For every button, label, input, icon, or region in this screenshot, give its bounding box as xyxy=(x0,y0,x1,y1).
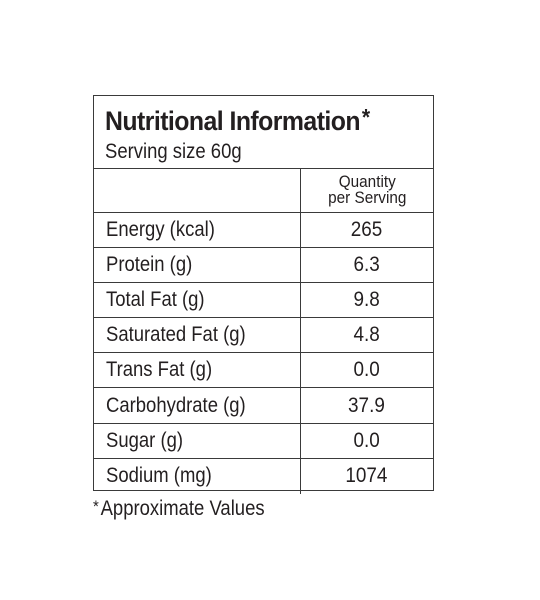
table-row-sodium: Sodium (mg) 1074 xyxy=(94,457,433,494)
nutrition-facts-panel: Nutritional Information* Serving size 60… xyxy=(93,95,434,494)
nutrient-label: Total Fat (g) xyxy=(94,281,301,319)
nutrient-column-header xyxy=(94,169,301,213)
nutrient-value: 0.0 xyxy=(299,422,433,459)
title-text: Nutritional Information xyxy=(105,106,361,136)
table-row-energy: Energy (kcal) 265 xyxy=(94,211,433,248)
title-asterisk: * xyxy=(361,104,370,130)
quantity-header-line2: per Serving xyxy=(327,188,406,208)
panel-header: Nutritional Information* Serving size 60… xyxy=(94,96,433,169)
nutrient-label: Sodium (mg) xyxy=(94,457,301,494)
nutrient-label: Energy (kcal) xyxy=(94,211,301,248)
nutrient-value: 37.9 xyxy=(299,387,433,424)
footnote: *Approximate Values xyxy=(93,497,265,521)
panel-title: Nutritional Information* xyxy=(105,102,407,136)
quantity-header-line1: Quantity xyxy=(338,172,396,192)
serving-size: Serving size 60g xyxy=(105,140,242,163)
nutrition-table: Quantity per Serving Energy (kcal) 265 P… xyxy=(94,169,433,494)
table-row-saturated-fat: Saturated Fat (g) 4.8 xyxy=(94,317,433,354)
nutrient-value: 0.0 xyxy=(299,352,433,389)
quantity-column-header: Quantity per Serving xyxy=(299,169,433,213)
footnote-asterisk: * xyxy=(93,497,99,516)
nutrient-value: 9.8 xyxy=(299,281,433,319)
table-row-total-fat: Total Fat (g) 9.8 xyxy=(94,281,433,319)
table-row-protein: Protein (g) 6.3 xyxy=(94,246,433,283)
table-header-row: Quantity per Serving xyxy=(94,169,433,213)
nutrient-label: Saturated Fat (g) xyxy=(94,317,301,354)
table-row-sugar: Sugar (g) 0.0 xyxy=(94,422,433,459)
nutrient-value: 1074 xyxy=(299,457,433,494)
table-row-trans-fat: Trans Fat (g) 0.0 xyxy=(94,352,433,389)
nutrient-label: Trans Fat (g) xyxy=(94,352,301,389)
table-row-carbohydrate: Carbohydrate (g) 37.9 xyxy=(94,387,433,424)
nutrient-value: 265 xyxy=(299,211,433,248)
nutrient-value: 4.8 xyxy=(299,317,433,354)
nutrient-label: Protein (g) xyxy=(94,246,301,283)
nutrient-label: Carbohydrate (g) xyxy=(94,387,301,424)
footnote-text: Approximate Values xyxy=(100,497,265,520)
nutrient-label: Sugar (g) xyxy=(94,422,301,459)
nutrient-value: 6.3 xyxy=(299,246,433,283)
